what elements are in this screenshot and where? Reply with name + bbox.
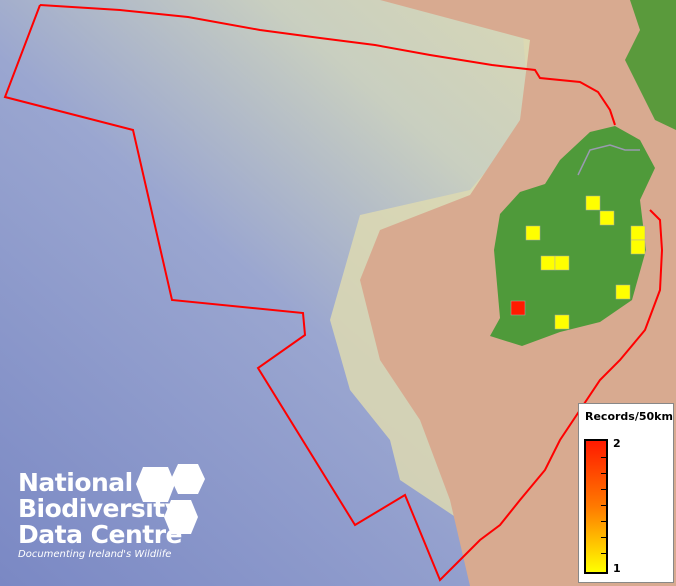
record-cell[interactable] [615,284,631,300]
eez-boundary [39,4,616,126]
eez-boundary-west [3,4,664,582]
record-cell[interactable] [554,255,570,271]
record-cell[interactable] [599,210,615,226]
record-cells [510,195,646,330]
ireland-land [490,126,655,346]
logo-hexagons-icon [136,464,205,534]
legend-title: Records/50km [585,410,673,423]
record-cell[interactable] [554,314,570,330]
ni-border [577,144,640,176]
color-ramp [584,439,608,574]
legend-min: 1 [613,562,621,575]
record-cell[interactable] [630,239,646,255]
record-cell[interactable] [585,195,601,211]
legend-max: 2 [613,437,621,450]
logo-tagline: Documenting Ireland's Wildlife [18,549,172,560]
record-cell[interactable] [525,225,541,241]
legend: Records/50km 2 1 [578,403,674,583]
record-cell[interactable] [510,300,526,316]
logo-line1: National [18,468,133,497]
logo-line3: Data Centre [18,520,182,549]
record-cell[interactable] [540,255,556,271]
britain-land [625,0,676,130]
record-cell[interactable] [630,225,646,241]
